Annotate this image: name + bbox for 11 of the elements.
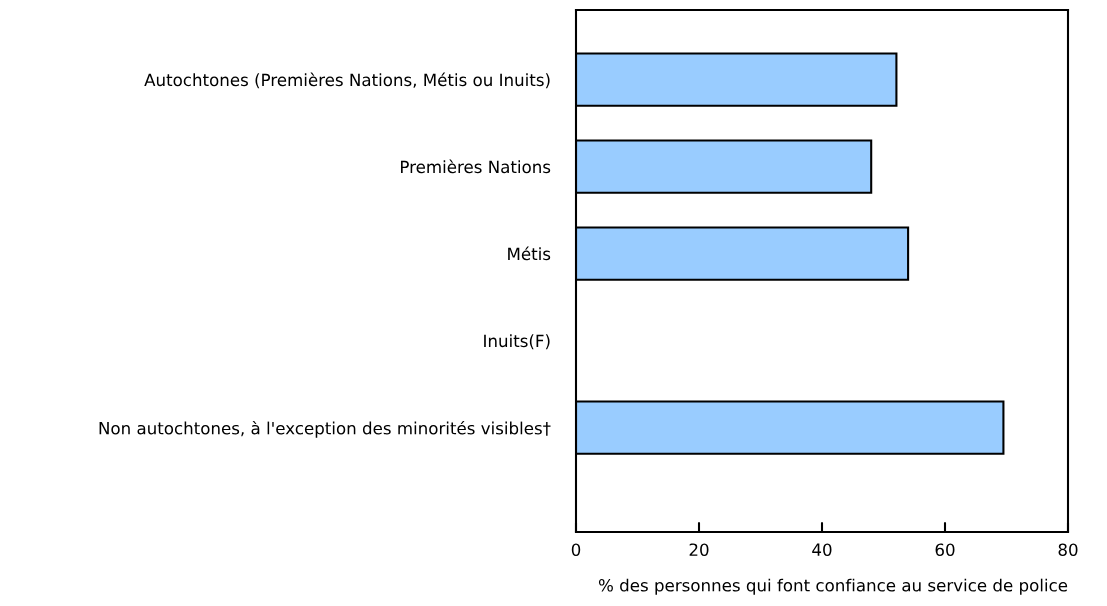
y-tick-label: Premières Nations (401, 159, 551, 174)
y-tick-label: Non autochtones, à l'exception des minorités visibles† (99, 420, 551, 438)
y-tick-label: Inuits(F) (484, 334, 550, 350)
x-tick-label: 80 (1058, 543, 1078, 557)
x-tick-label: 0 (571, 543, 581, 557)
x-tick-label: 20 (689, 543, 709, 557)
y-tick-label: Métis (508, 246, 551, 261)
x-axis-title: % des personnes qui font confiance au service de police (598, 578, 1068, 595)
x-tick-label: 60 (935, 543, 955, 557)
x-tick-label: 40 (812, 543, 832, 557)
y-tick-label: Autochtones (Premières Nations, Métis ou Inuits) (144, 72, 550, 89)
